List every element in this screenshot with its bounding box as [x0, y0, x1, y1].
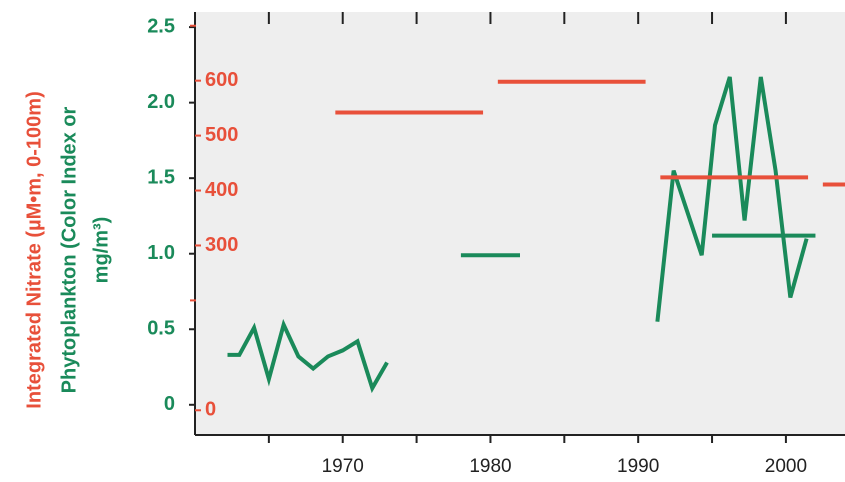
y2-tick-label: 400 [205, 179, 238, 201]
x-tick-label: 1980 [469, 456, 511, 477]
y2-tick-label: 600 [205, 69, 238, 91]
series-line [227, 318, 389, 394]
x-tick-label: 1990 [617, 456, 659, 477]
y-tick-label: 0.5 [147, 318, 175, 340]
x-tick-label: 2000 [765, 456, 807, 477]
y-tick-label: 0 [164, 393, 175, 415]
y-tick-label: 2.0 [147, 91, 175, 113]
y-axis-label: mg/m³) [90, 217, 112, 284]
y2-tick-label: 300 [205, 234, 238, 256]
y-tick-label: 2.5 [147, 15, 175, 37]
y2-tick-label: 500 [205, 124, 238, 146]
y-axis-label: Phytoplankton (Color Index or [58, 106, 80, 393]
y2-axis-label: Integrated Nitrate (µM•m, 0-100m) [23, 91, 45, 408]
x-tick-label: 1970 [322, 456, 364, 477]
y-tick-label: 1.0 [147, 242, 175, 264]
y-tick-label: 1.5 [147, 166, 175, 188]
plot-area [195, 12, 845, 435]
y2-tick-label: 0 [205, 399, 216, 421]
